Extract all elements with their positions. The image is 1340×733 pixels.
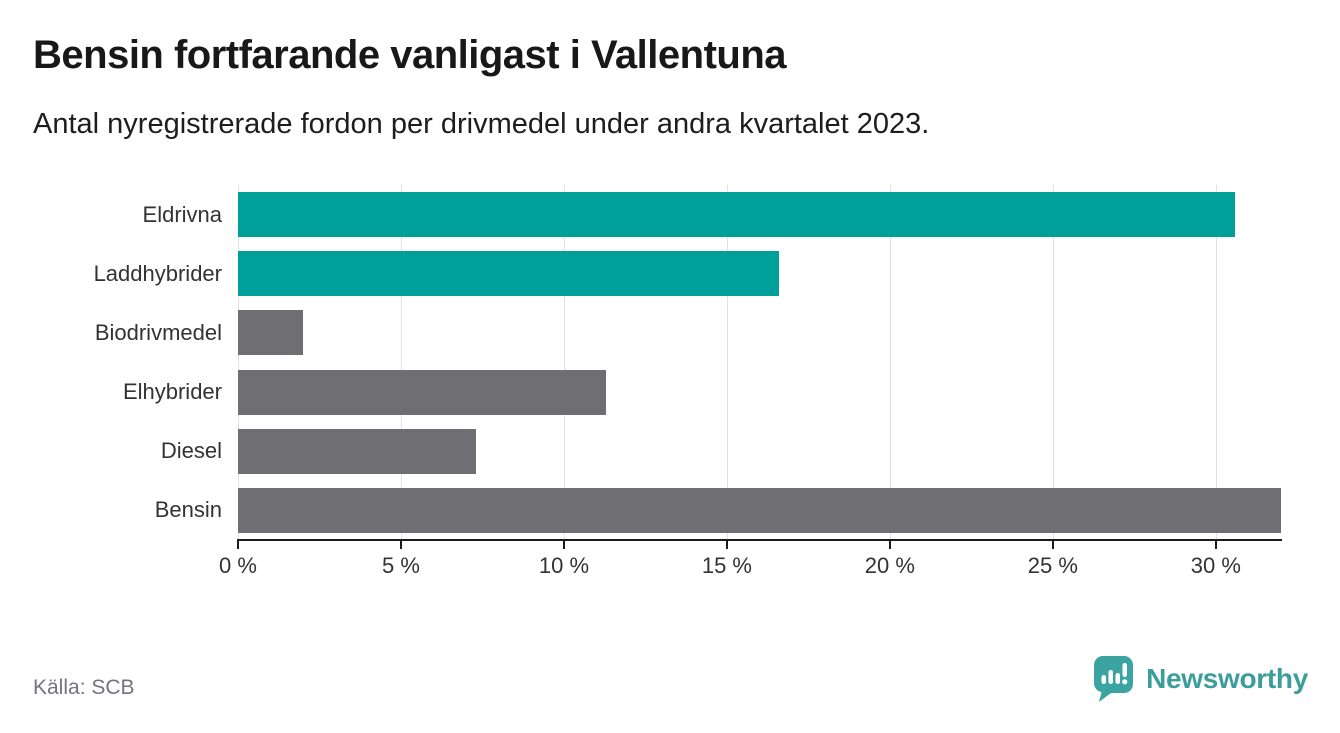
x-tick-label-5: 5 % (382, 553, 420, 578)
chart-title: Bensin fortfarande vanligast i Vallentun… (33, 33, 787, 77)
category-label-laddhybrider: Laddhybrider (93, 260, 222, 286)
bar-eldrivna (238, 192, 1236, 238)
bar-bensin (238, 487, 1281, 533)
newsworthy-logo-icon (1094, 656, 1134, 702)
category-labels: Eldrivna Laddhybrider Biodrivmedel Elhybrid… (0, 185, 222, 540)
chart-subtitle: Antal nyregistrerade fordon per drivmede… (33, 108, 930, 140)
gridline-25 (1052, 185, 1054, 540)
gridline-5 (400, 185, 402, 540)
category-label-eldrivna: Eldrivna (142, 201, 222, 227)
category-label-biodrivmedel: Biodrivmedel (94, 319, 222, 345)
bar-diesel (238, 428, 476, 474)
source-note: Källa: SCB (33, 676, 135, 699)
newsworthy-logo[interactable]: Newsworthy (1094, 656, 1308, 702)
gridline-0 (238, 185, 239, 540)
x-tick-label-25: 25 % (1027, 553, 1078, 578)
gridline-30 (1215, 185, 1217, 540)
newsworthy-logo-text: Newsworthy (1146, 663, 1308, 694)
x-tick-15 (725, 541, 728, 549)
gridline-10 (563, 185, 565, 540)
x-tick-25 (1051, 541, 1054, 549)
x-tick-label-10: 10 % (538, 553, 590, 578)
category-label-elhybrider: Elhybrider (122, 379, 222, 405)
x-tick-10 (562, 541, 565, 549)
plot-area (238, 185, 1281, 540)
gridline-20 (889, 185, 891, 540)
x-tick-label-30: 30 % (1190, 553, 1241, 578)
x-tick-label-20: 20 % (864, 553, 915, 578)
x-tick-0 (237, 541, 239, 549)
x-tick-30 (1214, 541, 1217, 549)
x-axis-line (237, 539, 1282, 541)
x-tick-20 (888, 541, 891, 549)
bar-elhybrider (238, 369, 607, 415)
category-label-bensin: Bensin (154, 497, 222, 523)
x-tick-label-15: 15 % (701, 553, 752, 578)
gridline-15 (726, 185, 728, 540)
bar-laddhybrider (238, 251, 780, 297)
x-tick-5 (399, 541, 402, 549)
x-tick-label-0: 0 % (219, 553, 257, 578)
bar-biodrivmedel (238, 310, 304, 356)
category-label-diesel: Diesel (160, 438, 222, 464)
